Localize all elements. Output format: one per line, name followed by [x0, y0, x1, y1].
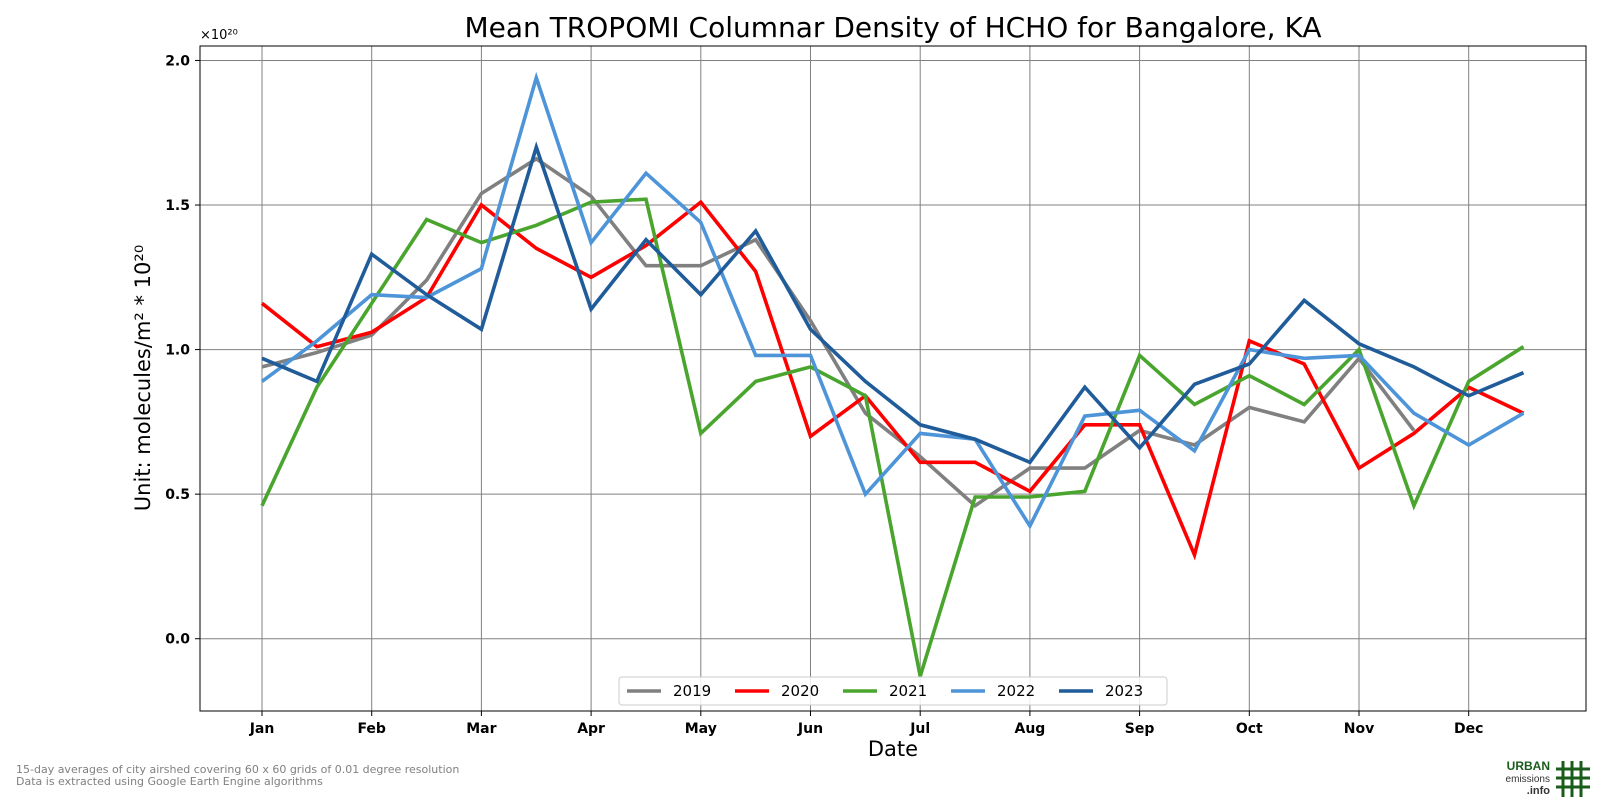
x-axis-ticks: Jan Feb Mar Apr May Jun Jul Aug Sep Oct Nov Dec: [249, 711, 1483, 737]
series-line-2020: [260, 199, 1525, 561]
x-tick-label: May: [685, 721, 717, 737]
legend-box: [618, 676, 1168, 706]
series-line-2022: [260, 71, 1525, 530]
x-tick-label: Nov: [1344, 721, 1374, 737]
y-scale-label: ×10²⁰: [200, 28, 238, 43]
series-line-2021: [260, 197, 1525, 677]
legend-label-2023: 2023: [1105, 682, 1143, 700]
y-tick-label: 0.5: [165, 487, 190, 503]
x-tick-label: Oct: [1236, 721, 1263, 737]
footnote-line-1: 15-day averages of city airshed covering…: [16, 763, 460, 776]
y-axis-label: Unit: molecules/m² * 10²⁰: [131, 245, 155, 511]
footnote-line-2: Data is extracted using Google Earth Eng…: [16, 775, 323, 788]
x-axis-label: Date: [868, 737, 918, 761]
y-tick-label: 1.5: [165, 198, 190, 214]
y-tick-label: 2.0: [165, 53, 190, 69]
series-lines: [260, 71, 1525, 677]
x-tick-label: Jan: [249, 721, 275, 737]
x-tick-label: Sep: [1125, 721, 1155, 737]
legend: 2019 2020 2021 2022 2023: [618, 676, 1168, 706]
x-tick-label: Jul: [909, 721, 930, 737]
legend-label-2020: 2020: [781, 682, 819, 700]
chart-title: Mean TROPOMI Columnar Density of HCHO fo…: [465, 11, 1322, 44]
series-line-2023: [261, 141, 1525, 465]
urban-emissions-logo: URBAN emissions .info: [1506, 759, 1590, 797]
x-tick-label: Jun: [797, 721, 823, 737]
x-tick-label: Mar: [466, 721, 496, 737]
grid-logo-icon: [1556, 761, 1590, 797]
plot-frame: [199, 45, 1587, 712]
y-axis-ticks: 0.0 0.5 1.0 1.5 2.0: [165, 53, 200, 648]
gridlines: [200, 46, 1586, 711]
logo-word-urban: URBAN: [1507, 759, 1550, 773]
y-tick-label: 0.0: [165, 632, 190, 648]
x-tick-label: Aug: [1014, 721, 1045, 737]
legend-label-2021: 2021: [889, 682, 927, 700]
x-tick-label: Feb: [357, 721, 386, 737]
legend-label-2022: 2022: [997, 682, 1035, 700]
x-tick-label: Apr: [577, 721, 605, 737]
y-tick-label: 1.0: [165, 343, 190, 359]
series-line-2019: [261, 156, 1416, 508]
logo-word-info: .info: [1527, 785, 1550, 797]
x-tick-label: Dec: [1454, 721, 1483, 737]
legend-label-2019: 2019: [673, 682, 711, 700]
logo-word-emissions: emissions: [1506, 774, 1550, 785]
